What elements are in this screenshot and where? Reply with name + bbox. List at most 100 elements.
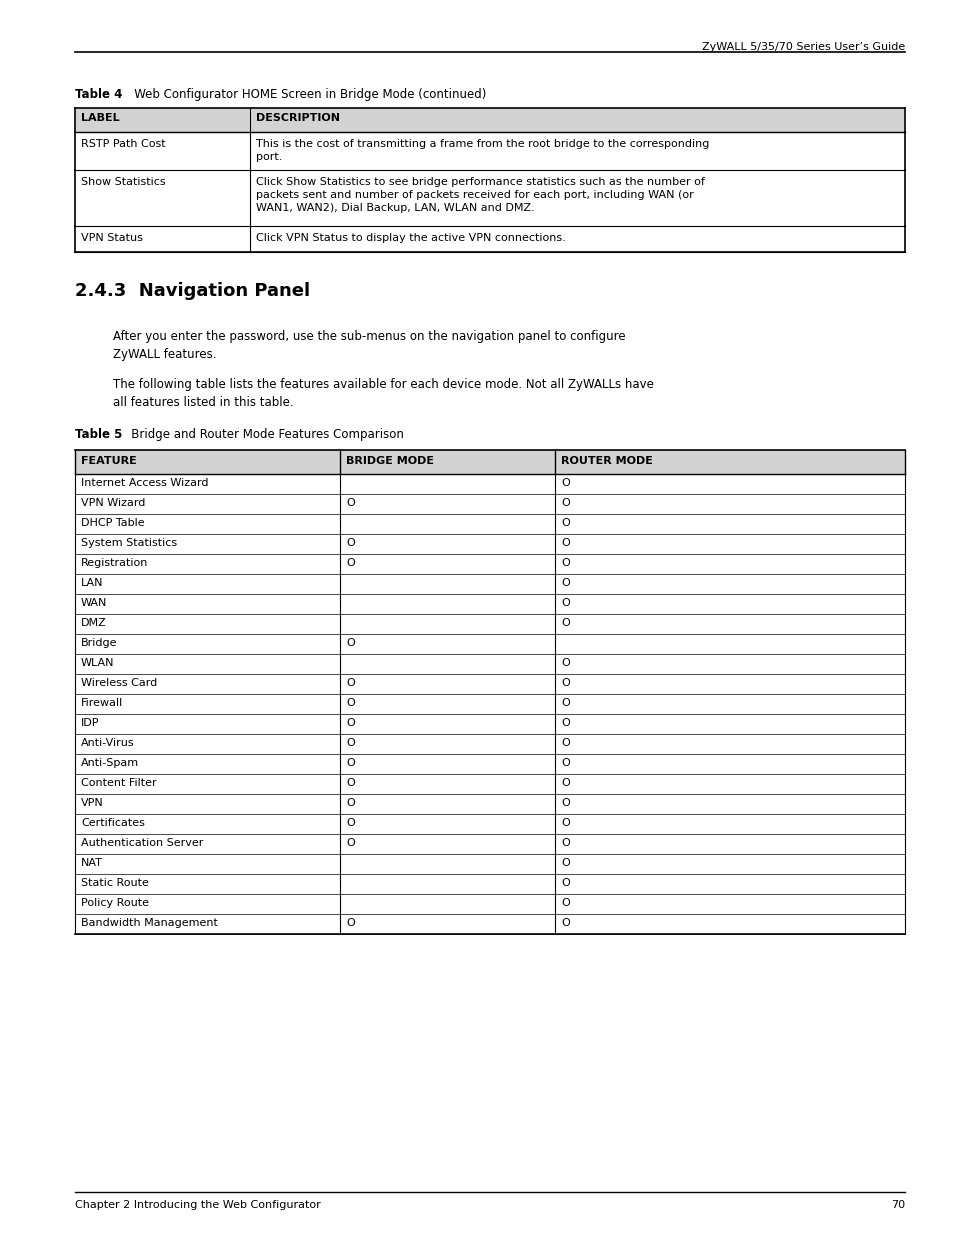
Text: Policy Route: Policy Route: [81, 898, 149, 908]
Text: O: O: [560, 878, 569, 888]
Text: O: O: [560, 918, 569, 927]
Text: O: O: [560, 818, 569, 827]
Text: This is the cost of transmitting a frame from the root bridge to the correspondi: This is the cost of transmitting a frame…: [255, 140, 709, 162]
Text: O: O: [560, 898, 569, 908]
Text: BRIDGE MODE: BRIDGE MODE: [346, 456, 434, 466]
Text: VPN: VPN: [81, 798, 104, 808]
Text: Authentication Server: Authentication Server: [81, 839, 203, 848]
Bar: [75, 594, 904, 614]
Text: O: O: [560, 578, 569, 588]
Text: System Statistics: System Statistics: [81, 538, 177, 548]
Bar: [75, 853, 904, 874]
Text: O: O: [560, 517, 569, 529]
Text: O: O: [560, 658, 569, 668]
Text: O: O: [560, 778, 569, 788]
Bar: [75, 132, 904, 170]
Bar: [75, 634, 904, 655]
Text: O: O: [560, 739, 569, 748]
Text: Click Show Statistics to see bridge performance statistics such as the number of: Click Show Statistics to see bridge perf…: [255, 177, 704, 214]
Text: Registration: Registration: [81, 558, 149, 568]
Text: Bridge and Router Mode Features Comparison: Bridge and Router Mode Features Comparis…: [120, 429, 403, 441]
Bar: [75, 555, 904, 574]
Bar: [75, 714, 904, 734]
Text: O: O: [560, 718, 569, 727]
Bar: [75, 474, 904, 494]
Text: 2.4.3  Navigation Panel: 2.4.3 Navigation Panel: [75, 282, 310, 300]
Text: LAN: LAN: [81, 578, 103, 588]
Text: Certificates: Certificates: [81, 818, 145, 827]
Text: IDP: IDP: [81, 718, 99, 727]
Text: RSTP Path Cost: RSTP Path Cost: [81, 140, 166, 149]
Text: The following table lists the features available for each device mode. Not all Z: The following table lists the features a…: [112, 378, 653, 409]
Bar: [75, 755, 904, 774]
Bar: [75, 107, 904, 132]
Text: Firewall: Firewall: [81, 698, 123, 708]
Text: Content Filter: Content Filter: [81, 778, 156, 788]
Text: O: O: [346, 778, 355, 788]
Text: FEATURE: FEATURE: [81, 456, 136, 466]
Text: DESCRIPTION: DESCRIPTION: [255, 112, 339, 124]
Text: O: O: [560, 798, 569, 808]
Text: O: O: [346, 918, 355, 927]
Text: O: O: [560, 758, 569, 768]
Text: O: O: [560, 858, 569, 868]
Text: O: O: [560, 698, 569, 708]
Text: O: O: [346, 558, 355, 568]
Text: O: O: [346, 498, 355, 508]
Bar: [75, 734, 904, 755]
Text: Table 4: Table 4: [75, 88, 122, 101]
Text: O: O: [346, 839, 355, 848]
Bar: [75, 514, 904, 534]
Bar: [75, 494, 904, 514]
Text: Show Statistics: Show Statistics: [81, 177, 166, 186]
Text: Web Configurator HOME Screen in Bridge Mode (continued): Web Configurator HOME Screen in Bridge M…: [123, 88, 486, 101]
Bar: [75, 814, 904, 834]
Text: LABEL: LABEL: [81, 112, 119, 124]
Text: VPN Wizard: VPN Wizard: [81, 498, 145, 508]
Bar: [75, 450, 904, 474]
Bar: [75, 674, 904, 694]
Text: Click VPN Status to display the active VPN connections.: Click VPN Status to display the active V…: [255, 233, 565, 243]
Text: DHCP Table: DHCP Table: [81, 517, 145, 529]
Text: Chapter 2 Introducing the Web Configurator: Chapter 2 Introducing the Web Configurat…: [75, 1200, 320, 1210]
Bar: [75, 894, 904, 914]
Bar: [75, 534, 904, 555]
Text: O: O: [560, 538, 569, 548]
Bar: [75, 694, 904, 714]
Text: 70: 70: [890, 1200, 904, 1210]
Text: O: O: [560, 558, 569, 568]
Bar: [75, 574, 904, 594]
Bar: [75, 170, 904, 226]
Text: O: O: [560, 478, 569, 488]
Text: After you enter the password, use the sub-menus on the navigation panel to confi: After you enter the password, use the su…: [112, 330, 625, 361]
Text: Bandwidth Management: Bandwidth Management: [81, 918, 217, 927]
Text: Wireless Card: Wireless Card: [81, 678, 157, 688]
Text: DMZ: DMZ: [81, 618, 107, 629]
Text: WLAN: WLAN: [81, 658, 114, 668]
Text: Static Route: Static Route: [81, 878, 149, 888]
Text: O: O: [346, 818, 355, 827]
Text: O: O: [346, 798, 355, 808]
Text: Anti-Virus: Anti-Virus: [81, 739, 134, 748]
Text: O: O: [560, 498, 569, 508]
Text: Table 5: Table 5: [75, 429, 122, 441]
Bar: [75, 874, 904, 894]
Text: O: O: [560, 598, 569, 608]
Text: ROUTER MODE: ROUTER MODE: [560, 456, 652, 466]
Text: O: O: [560, 839, 569, 848]
Text: ZyWALL 5/35/70 Series User’s Guide: ZyWALL 5/35/70 Series User’s Guide: [701, 42, 904, 52]
Text: Anti-Spam: Anti-Spam: [81, 758, 139, 768]
Text: Internet Access Wizard: Internet Access Wizard: [81, 478, 209, 488]
Bar: [75, 614, 904, 634]
Text: O: O: [560, 618, 569, 629]
Text: O: O: [346, 718, 355, 727]
Text: O: O: [346, 638, 355, 648]
Text: O: O: [346, 538, 355, 548]
Bar: [75, 914, 904, 934]
Text: NAT: NAT: [81, 858, 103, 868]
Text: VPN Status: VPN Status: [81, 233, 143, 243]
Text: O: O: [346, 739, 355, 748]
Bar: [75, 794, 904, 814]
Text: Bridge: Bridge: [81, 638, 117, 648]
Bar: [75, 834, 904, 853]
